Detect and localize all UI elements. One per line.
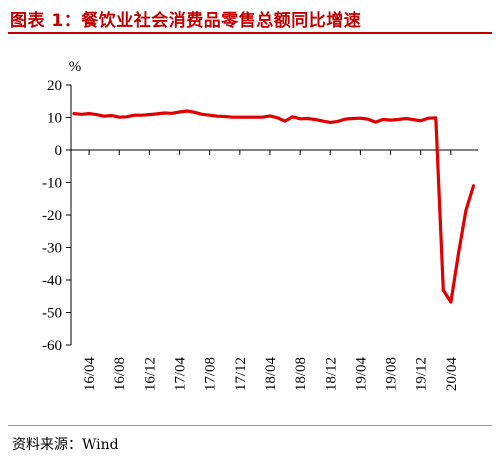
x-tick-label: 19/12 — [414, 357, 430, 391]
source-note: 资料来源：Wind — [12, 437, 119, 453]
x-tick-label: 18/04 — [263, 357, 279, 392]
source-divider — [8, 425, 492, 426]
series-line — [72, 109, 476, 304]
x-tick-label: 19/04 — [353, 357, 369, 392]
x-tick-label: 18/12 — [323, 357, 339, 391]
y-tick-label: -20 — [42, 208, 62, 224]
y-tick-label: -30 — [42, 241, 62, 257]
chart-plot-area — [72, 109, 476, 304]
chart-title: 图表 1：餐饮业社会消费品零售总额同比增速 — [10, 11, 362, 31]
x-tick-label: 16/12 — [142, 357, 158, 391]
y-tick-label: 20 — [47, 78, 62, 94]
x-tick-label: 16/04 — [82, 357, 98, 392]
x-tick-label: 19/08 — [384, 357, 400, 391]
chart-axes: 20 10 0 -10 -20 -30 -40 -50 -60% 16/04 16/08 16/12 1… — [42, 59, 478, 391]
y-tick-label: 0 — [55, 143, 63, 159]
y-axis-unit: % — [69, 59, 82, 75]
x-tick-label: 18/08 — [293, 357, 309, 391]
y-tick-label: 10 — [47, 111, 62, 127]
y-tick-label: -50 — [42, 306, 62, 322]
title-underline — [8, 32, 492, 34]
x-tick-label: 16/08 — [112, 357, 128, 391]
line-chart: 20 10 0 -10 -20 -30 -40 -50 -60% 16/04 16/08 16/12 1… — [42, 59, 478, 391]
x-tick-label: 17/12 — [233, 357, 249, 391]
x-tick-label: 17/08 — [203, 357, 219, 391]
y-tick-label: -40 — [42, 273, 62, 289]
y-tick-label: -10 — [42, 176, 62, 192]
x-tick-label: 17/04 — [173, 357, 189, 392]
y-tick-label: -60 — [42, 338, 62, 354]
x-tick-label: 20/04 — [444, 357, 460, 392]
